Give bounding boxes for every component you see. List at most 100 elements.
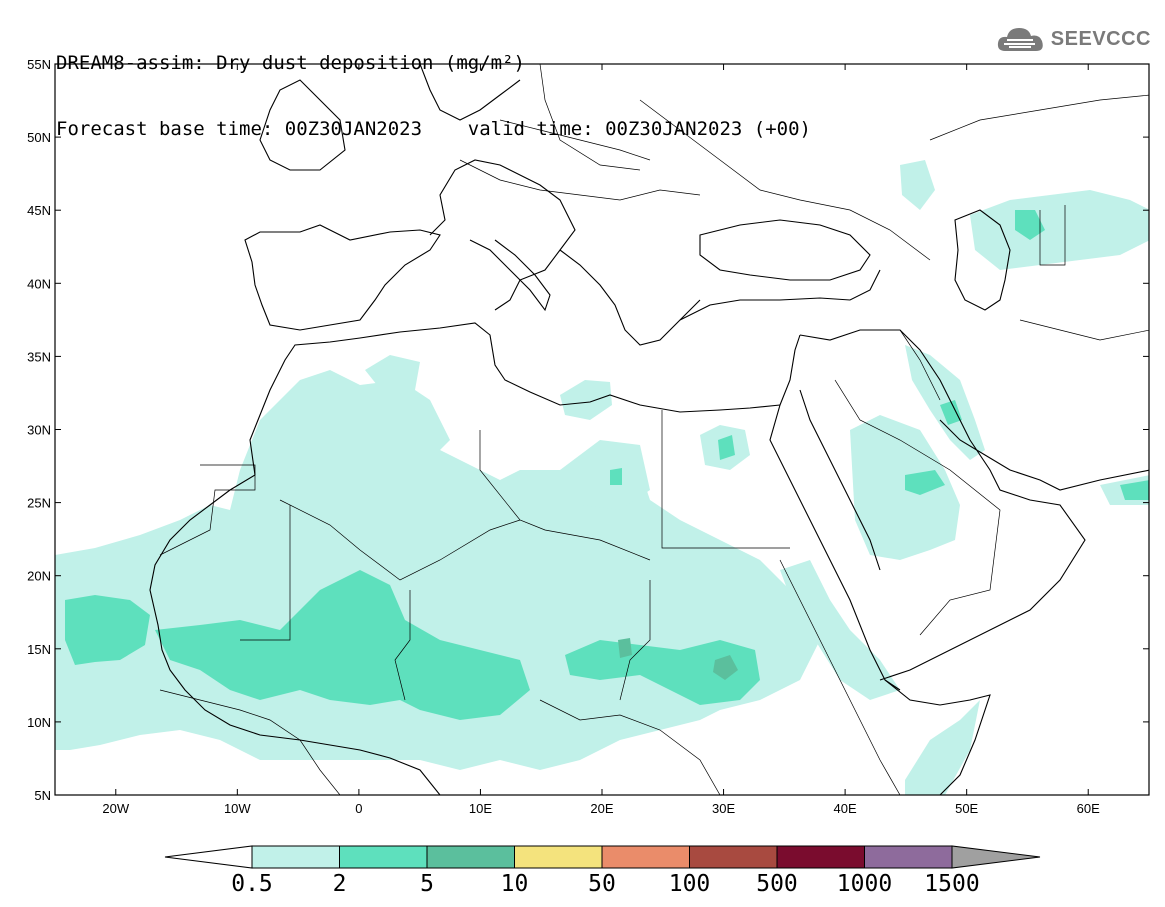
coastlines — [149, 64, 1149, 795]
dust-atlantic — [65, 595, 150, 665]
dust-egypt-spot — [718, 435, 735, 460]
lon-tick-label: 60E — [1077, 801, 1100, 816]
lon-tick-label: 20W — [102, 801, 129, 816]
border-central-asia — [929, 94, 1149, 141]
colorbar-segment-3 — [514, 845, 603, 869]
lat-tick-label: 35N — [27, 349, 51, 364]
coast-persian-gulf — [939, 419, 1149, 491]
coast-uk — [259, 79, 346, 171]
border-westafrica-inner — [159, 689, 341, 795]
colorbar-label: 1500 — [924, 871, 979, 897]
coast-balkans-greece — [559, 249, 701, 346]
border-saudi — [834, 379, 1001, 636]
lon-tick-label: 10E — [469, 801, 492, 816]
border-libya — [479, 430, 651, 561]
colorbar-label: 0.5 — [231, 871, 273, 897]
coast-horn — [884, 679, 991, 795]
coast-caspian — [954, 209, 1011, 311]
lat-tick-label: 10N — [27, 715, 51, 730]
lat-tick-label: 30N — [27, 423, 51, 438]
lat-tick-label: 20N — [27, 569, 51, 584]
coast-scandinavia — [419, 64, 521, 121]
dust-iraq-gulf — [905, 345, 985, 460]
cloud-icon — [997, 28, 1043, 51]
dust-mali-niger — [155, 570, 530, 720]
title-line-2: Forecast base time: 00Z30JAN2023 valid t… — [56, 118, 811, 140]
dust-chad-core — [618, 638, 632, 658]
dust-libya-spot — [610, 468, 622, 485]
border-europe-1 — [459, 159, 701, 201]
lat-tick-label: 25N — [27, 496, 51, 511]
border-turkmen — [1039, 205, 1066, 266]
lon-tick-label: 50E — [955, 801, 978, 816]
dust-field-light — [55, 160, 1149, 795]
colorbar-label: 5 — [420, 871, 434, 897]
border-mauritania — [159, 464, 256, 556]
country-borders — [159, 64, 1149, 795]
lon-tick-label: 0 — [355, 801, 362, 816]
dust-central-sahara — [560, 440, 650, 510]
colorbar-segment-4 — [601, 845, 690, 869]
colorbar-segment-0 — [251, 845, 340, 869]
dust-atlas — [365, 355, 420, 395]
coast-red-sea-east — [799, 389, 881, 571]
dust-caspian-spot — [1015, 210, 1045, 240]
dust-field-medium — [65, 210, 1149, 720]
border-mali-niger — [240, 505, 291, 641]
border-europe-3 — [539, 64, 641, 171]
colorbar-segment-6 — [776, 845, 865, 869]
colorbar-segment-5 — [689, 845, 778, 869]
dust-horn-africa — [905, 700, 980, 795]
colorbar-label: 500 — [756, 871, 798, 897]
logo-text: SEEVCCC — [1050, 27, 1151, 50]
lat-tick-label: 50N — [27, 130, 51, 145]
coast-north-africa — [249, 322, 781, 476]
colorbar-segment-7 — [864, 845, 953, 869]
colorbar-segment-1 — [339, 845, 428, 869]
border-iran-iraq — [899, 329, 941, 401]
dust-caspian — [970, 190, 1149, 270]
dust-east-spot — [1120, 480, 1149, 500]
lat-tick-label: 45N — [27, 203, 51, 218]
dust-sahel-band — [55, 430, 820, 770]
dust-arabia-spot — [905, 470, 945, 495]
border-east-africa — [779, 559, 901, 795]
border-central-africa — [539, 699, 721, 795]
lon-tick-label: 40E — [834, 801, 857, 816]
colorbar-segment-2 — [426, 845, 515, 869]
axis-ticks: 20W 10W 0 10E 20E 30E 40E 50E 60E 5N 10N 15N 20N 25N 3… — [27, 57, 1149, 816]
dust-sudan-core — [713, 655, 738, 680]
coast-levant-redsea — [769, 334, 901, 691]
colorbar-label: 100 — [669, 871, 711, 897]
dust-red-sea-coast — [780, 560, 900, 700]
lat-tick-label: 5N — [34, 788, 51, 803]
border-niger-chad — [394, 590, 411, 701]
coast-europe — [429, 159, 576, 311]
title-line-1: DREAM8-assim: Dry dust deposition (mg/m²… — [56, 52, 525, 74]
coast-italy — [469, 239, 551, 312]
coast-west-africa — [149, 474, 441, 795]
colorbar-high-triangle — [951, 845, 1041, 869]
border-russia — [639, 99, 931, 261]
lat-tick-label: 55N — [27, 57, 51, 72]
colorbar-low-triangle — [164, 845, 253, 869]
colorbar: 0.5 2 5 10 50 100 500 1000 1500 — [164, 845, 1041, 897]
border-chad-sudan — [619, 580, 651, 701]
colorbar-label: 10 — [501, 871, 529, 897]
coast-turkey — [679, 269, 881, 321]
dust-libya-patch — [560, 380, 612, 420]
lon-tick-label: 20E — [590, 801, 613, 816]
dust-iraq-spot — [940, 400, 962, 425]
lon-tick-label: 10W — [224, 801, 251, 816]
lon-tick-label: 30E — [712, 801, 735, 816]
dust-field-dark — [618, 638, 738, 680]
colorbar-label: 2 — [333, 871, 347, 897]
dust-kazakh-patch — [900, 160, 935, 210]
coast-iberia — [244, 224, 441, 331]
border-egypt-sudan — [661, 410, 790, 549]
border-algeria-mali — [279, 499, 521, 581]
lat-tick-label: 40N — [27, 276, 51, 291]
lat-tick-label: 15N — [27, 642, 51, 657]
dust-west-sahara — [240, 370, 450, 520]
